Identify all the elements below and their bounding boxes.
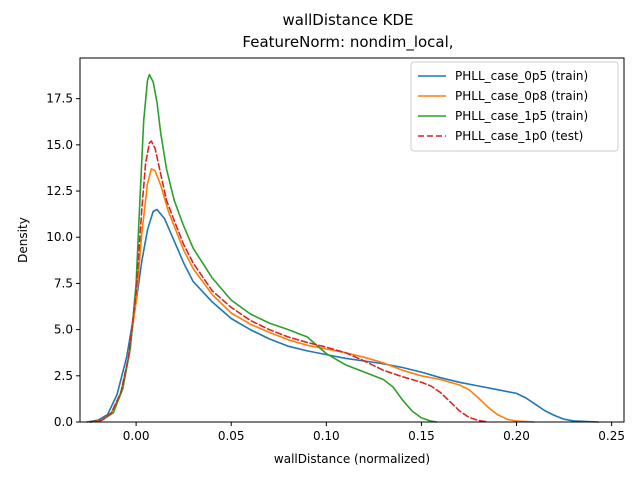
y-axis-label: Density <box>16 217 30 263</box>
y-tick-label: 0.0 <box>54 415 73 429</box>
series-lines <box>85 73 600 423</box>
plot-frame <box>79 57 625 423</box>
legend-label-2: PHLL_case_1p5 (train) <box>455 109 588 123</box>
x-axis-ticks: 0.00 0.05 0.10 0.15 0.20 0.25 <box>123 422 625 443</box>
legend-label-3: PHLL_case_1p0 (test) <box>455 129 583 143</box>
x-tick-label: 0.25 <box>598 429 625 443</box>
y-tick-label: 2.5 <box>54 369 73 383</box>
series-line-2 <box>89 73 438 423</box>
series-line-3 <box>89 140 489 423</box>
x-tick-label: 0.00 <box>123 429 150 443</box>
chart-subtitle: FeatureNorm: nondim_local, <box>242 33 453 52</box>
x-tick-label: 0.05 <box>218 429 245 443</box>
series-line-1 <box>89 168 535 423</box>
x-tick-label: 0.15 <box>408 429 435 443</box>
x-axis-label: wallDistance (normalized) <box>274 452 430 466</box>
y-tick-label: 15.0 <box>46 138 73 152</box>
y-tick-label: 12.5 <box>46 184 73 198</box>
x-tick-label: 0.10 <box>313 429 340 443</box>
legend-label-0: PHLL_case_0p5 (train) <box>455 69 588 83</box>
y-tick-label: 17.5 <box>46 92 73 106</box>
legend-label-1: PHLL_case_0p8 (train) <box>455 89 588 103</box>
y-tick-label: 7.5 <box>54 276 73 290</box>
y-axis-ticks: 0.0 2.5 5.0 7.5 10.0 12.5 15.0 17.5 <box>46 92 80 429</box>
x-tick-label: 0.20 <box>503 429 530 443</box>
chart-title: wallDistance KDE <box>282 11 413 29</box>
legend: PHLL_case_0p5 (train) PHLL_case_0p8 (trai… <box>410 61 619 152</box>
y-tick-label: 5.0 <box>54 323 73 337</box>
legend-box <box>410 61 619 152</box>
y-tick-label: 10.0 <box>46 230 73 244</box>
series-line-0 <box>85 208 600 423</box>
